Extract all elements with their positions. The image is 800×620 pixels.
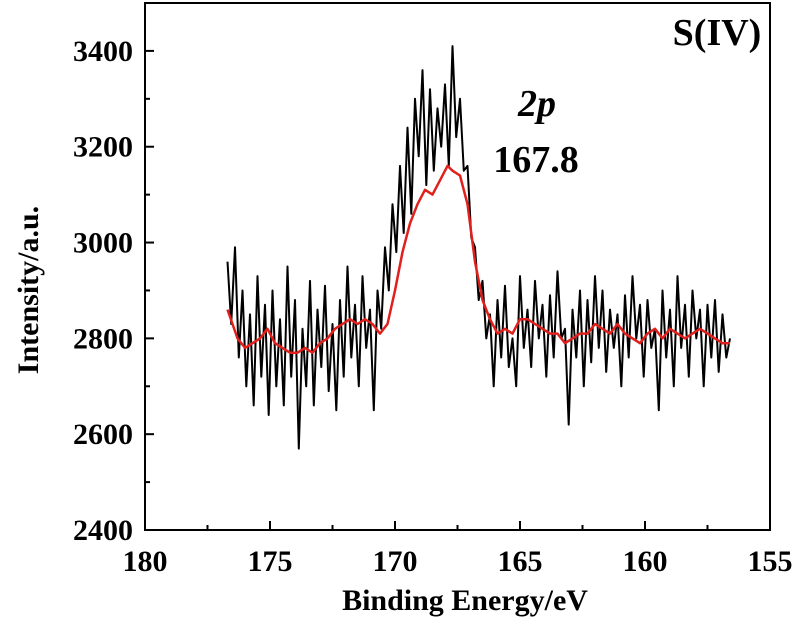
x-tick-label: 155	[748, 545, 793, 578]
plot-area	[144, 2, 771, 531]
x-tick-label: 175	[248, 545, 293, 578]
species-label: S(IV)	[673, 12, 762, 54]
y-tick-label: 2800	[73, 322, 133, 355]
x-axis-title: Binding Energy/eV	[342, 584, 588, 617]
y-axis-tick-labels: 2400 2600 2800 3000 3200 3400	[73, 35, 133, 547]
y-tick-label: 2400	[73, 514, 133, 547]
plot-frame	[144, 2, 771, 531]
orbital-label: 2p	[517, 83, 556, 125]
x-tick-label: 170	[373, 545, 418, 578]
y-tick-label: 3000	[73, 227, 133, 260]
y-tick-label: 2600	[73, 418, 133, 451]
y-axis-title: Intensity/a.u.	[12, 206, 45, 374]
x-tick-label: 160	[623, 545, 668, 578]
x-tick-label: 165	[498, 545, 543, 578]
smoothed-spectrum-line	[226, 164, 730, 354]
x-tick-label: 180	[123, 545, 168, 578]
raw-spectrum-line	[226, 45, 731, 450]
y-axis-ticks	[145, 49, 154, 531]
x-axis-ticks	[144, 521, 771, 530]
x-axis-tick-labels: 180 175 170 165 160 155	[123, 545, 793, 578]
y-tick-label: 3400	[73, 35, 133, 68]
y-tick-label: 3200	[73, 131, 133, 164]
series-layer	[226, 45, 731, 450]
peak-energy-label: 167.8	[493, 139, 579, 181]
